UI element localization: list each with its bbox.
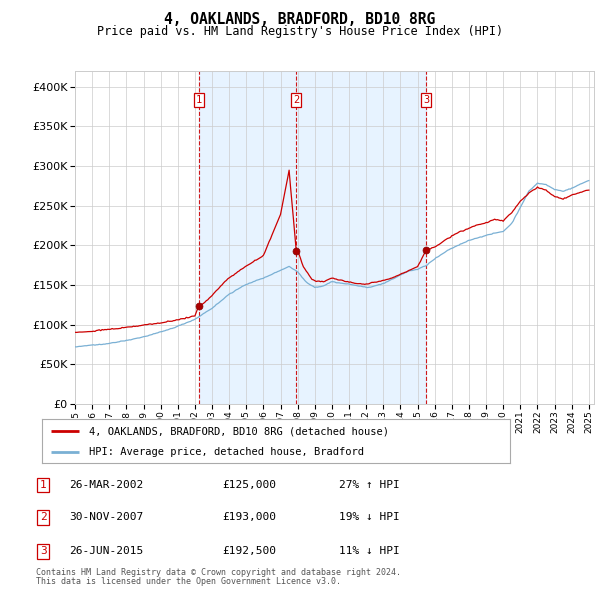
Text: 2: 2 xyxy=(293,95,299,105)
Text: 19% ↓ HPI: 19% ↓ HPI xyxy=(339,513,400,522)
Text: 2: 2 xyxy=(40,513,47,522)
Text: £192,500: £192,500 xyxy=(222,546,276,556)
Text: 27% ↑ HPI: 27% ↑ HPI xyxy=(339,480,400,490)
Text: Contains HM Land Registry data © Crown copyright and database right 2024.: Contains HM Land Registry data © Crown c… xyxy=(36,568,401,577)
Text: 4, OAKLANDS, BRADFORD, BD10 8RG: 4, OAKLANDS, BRADFORD, BD10 8RG xyxy=(164,12,436,27)
Text: £193,000: £193,000 xyxy=(222,513,276,522)
Text: 3: 3 xyxy=(423,95,429,105)
Text: This data is licensed under the Open Government Licence v3.0.: This data is licensed under the Open Gov… xyxy=(36,578,341,586)
Text: 1: 1 xyxy=(40,480,47,490)
Text: 26-MAR-2002: 26-MAR-2002 xyxy=(69,480,143,490)
Text: 30-NOV-2007: 30-NOV-2007 xyxy=(69,513,143,522)
Text: 1: 1 xyxy=(196,95,202,105)
Bar xyxy=(199,71,426,404)
Text: 4, OAKLANDS, BRADFORD, BD10 8RG (detached house): 4, OAKLANDS, BRADFORD, BD10 8RG (detache… xyxy=(89,427,389,436)
Text: 3: 3 xyxy=(40,546,47,556)
Text: HPI: Average price, detached house, Bradford: HPI: Average price, detached house, Brad… xyxy=(89,447,364,457)
Text: 26-JUN-2015: 26-JUN-2015 xyxy=(69,546,143,556)
Text: £125,000: £125,000 xyxy=(222,480,276,490)
Text: Price paid vs. HM Land Registry's House Price Index (HPI): Price paid vs. HM Land Registry's House … xyxy=(97,25,503,38)
Text: 11% ↓ HPI: 11% ↓ HPI xyxy=(339,546,400,556)
